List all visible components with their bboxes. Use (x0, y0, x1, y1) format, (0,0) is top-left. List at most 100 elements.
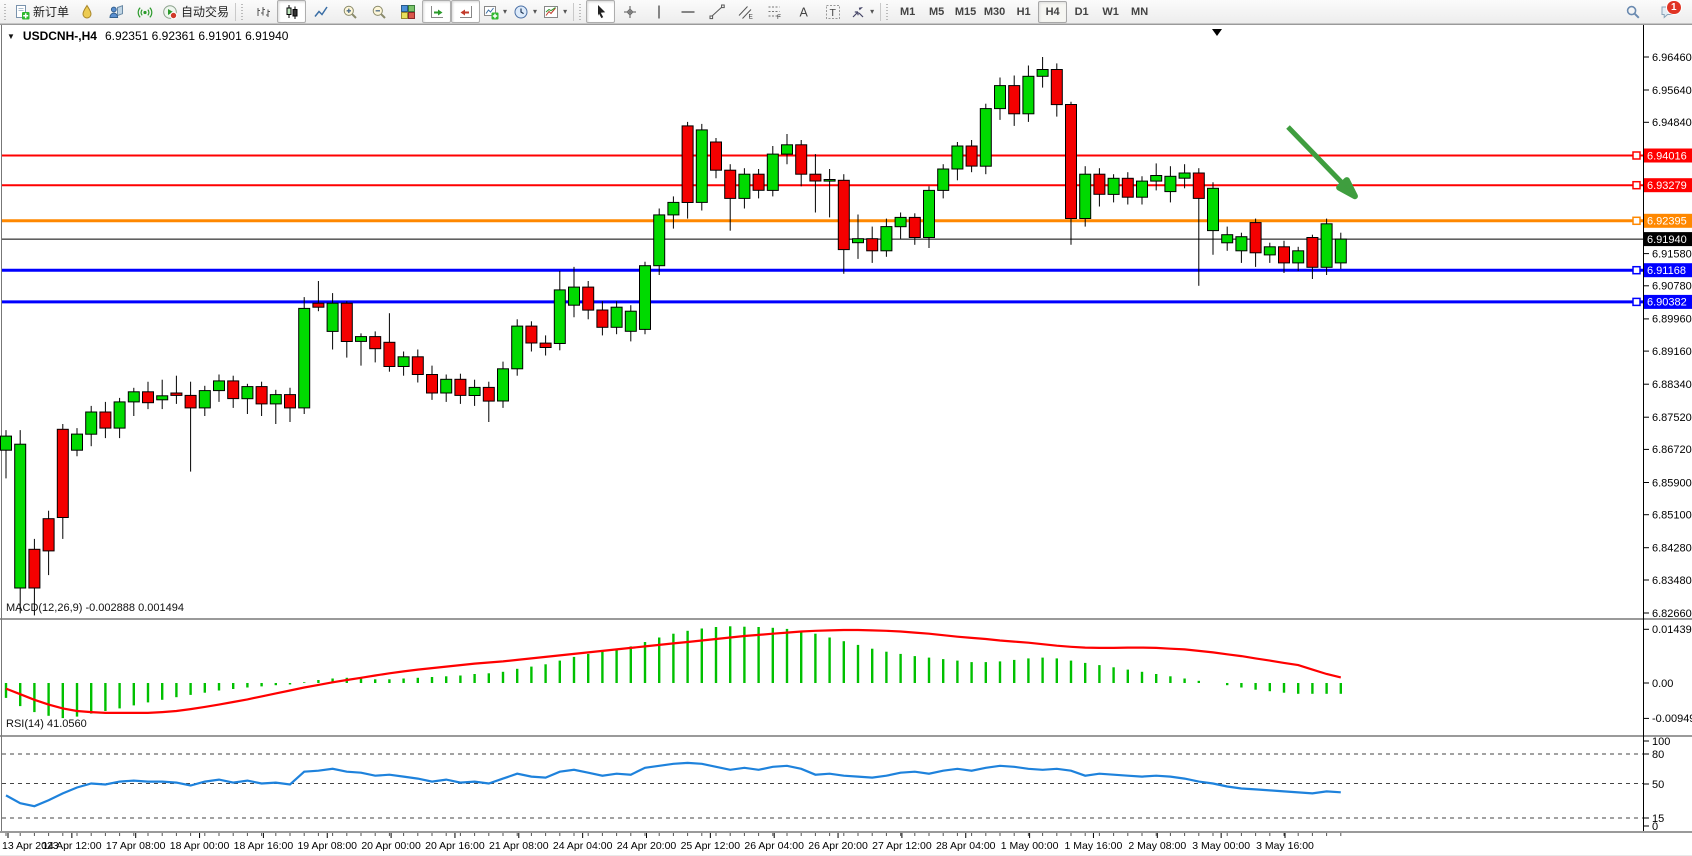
toolbar-grip (4, 3, 9, 20)
timeframe-M1-button[interactable]: M1 (893, 1, 922, 23)
fibonacci-button[interactable]: F (760, 0, 789, 23)
vertical-line-button[interactable] (644, 0, 673, 23)
chart-canvas[interactable]: 6.96460 6.95640 6.94840 6.91580 6.90780 6.899… (0, 25, 1692, 856)
equidistant-channel-button[interactable]: E (731, 0, 760, 23)
svg-text:1 May 00:00: 1 May 00:00 (1001, 840, 1059, 852)
trend-annotation-arrow[interactable] (1286, 125, 1358, 200)
dropdown-caret-icon[interactable]: ▾ (533, 7, 538, 16)
svg-text:6.91168: 6.91168 (1647, 265, 1686, 277)
dropdown-caret-icon[interactable]: ▾ (503, 7, 508, 16)
svg-text:26 Apr 04:00: 26 Apr 04:00 (744, 840, 804, 852)
bar-chart-button[interactable] (248, 0, 277, 23)
timeframe-M15-label: M15 (954, 5, 977, 18)
signal-icon (137, 4, 153, 20)
toolbar-timeframes: M1 M5 M15 M30 H1 H4 D1 W1 MN (893, 0, 1154, 23)
candlestick-chart-button[interactable] (277, 0, 307, 23)
crosshair-button[interactable] (615, 0, 644, 23)
cursor-icon (593, 4, 609, 20)
zoom-out-button[interactable] (364, 0, 393, 23)
templates-button[interactable]: ▾ (540, 0, 570, 23)
text-icon: A (796, 4, 812, 20)
chart-window[interactable]: 6.96460 6.95640 6.94840 6.91580 6.90780 6.899… (0, 24, 1692, 855)
text-button[interactable]: A (789, 0, 818, 23)
svg-text:3 May 16:00: 3 May 16:00 (1256, 840, 1314, 852)
rsi-line (5, 761, 1341, 808)
timeframe-M5-button[interactable]: M5 (922, 1, 951, 23)
toolbar-separator (235, 2, 237, 21)
new-order-button[interactable]: 新订单 (11, 0, 72, 23)
zoom-in-button[interactable] (335, 0, 364, 23)
notifications-button[interactable]: 1 (1653, 0, 1682, 23)
search-button[interactable] (1618, 0, 1647, 23)
timeframe-D1-button[interactable]: D1 (1067, 1, 1096, 23)
svg-text:6.89160: 6.89160 (1652, 346, 1692, 358)
chart-shift-button[interactable] (451, 0, 481, 23)
timeframe-MN-button[interactable]: MN (1125, 1, 1154, 23)
svg-text:6.89960: 6.89960 (1652, 314, 1692, 326)
toolbar-grip (886, 3, 892, 20)
svg-text:80: 80 (1652, 749, 1664, 761)
chart-symbol-period: USDCNH-,H4 (22, 29, 97, 43)
toolbar-chart-group: ▾ ▾ ▾ (248, 0, 570, 23)
tile-windows-button[interactable] (393, 0, 422, 23)
timeframe-H4-label: H4 (1045, 5, 1060, 18)
crosshair-icon (622, 4, 638, 20)
svg-text:6.85100: 6.85100 (1652, 510, 1692, 522)
indicators-button[interactable]: ▾ (480, 0, 510, 23)
clock-icon (513, 4, 529, 20)
svg-text:6.94016: 6.94016 (1647, 150, 1687, 162)
main-toolbar: 新订单 自动交易 ▾ ▾ ▾ E F A T ▾ M1 M5 M15 M30 H1 H4 D1 W1 MN 1 (0, 0, 1692, 24)
chat-icon: 1 (1660, 0, 1682, 20)
text-label-button[interactable]: T (818, 0, 847, 23)
cursor-button[interactable] (586, 0, 616, 23)
macd-signal-line (5, 628, 1342, 715)
svg-text:-0.009491: -0.009491 (1652, 713, 1692, 725)
line-chart-icon (313, 4, 329, 20)
trendline-button[interactable] (702, 0, 731, 23)
chevron-down-icon[interactable]: ▼ (7, 31, 15, 41)
pane-separators[interactable] (0, 25, 1692, 833)
svg-text:27 Apr 12:00: 27 Apr 12:00 (872, 840, 932, 852)
rsi-level-lines (2, 753, 1643, 819)
template-icon (543, 4, 559, 20)
auto-trading-label: 自动交易 (181, 5, 230, 19)
navigator-button[interactable] (101, 0, 130, 23)
timeframe-H4-button[interactable]: H4 (1038, 0, 1068, 23)
timeframe-M15-button[interactable]: M15 (951, 1, 980, 23)
dropdown-caret-icon[interactable]: ▾ (870, 7, 875, 16)
signals-button[interactable] (130, 0, 159, 23)
timeframe-M5-label: M5 (928, 5, 945, 18)
chart-shift-marker (1212, 29, 1222, 36)
arrows-icon (850, 4, 866, 20)
timeframe-M30-button[interactable]: M30 (980, 1, 1009, 23)
auto-trading-button[interactable]: 自动交易 (159, 0, 232, 23)
timeframe-W1-button[interactable]: W1 (1096, 1, 1125, 23)
timeframe-H1-button[interactable]: H1 (1009, 1, 1038, 23)
rsi-indicator-label: RSI(14) 41.0560 (6, 718, 87, 730)
market-watch-button[interactable] (72, 0, 101, 23)
svg-text:6.94840: 6.94840 (1652, 117, 1692, 129)
zoom-in-icon (342, 4, 358, 20)
svg-text:6.87520: 6.87520 (1652, 412, 1692, 424)
label-icon: T (825, 4, 841, 20)
price-axis[interactable]: 6.96460 6.95640 6.94840 6.91580 6.90780 6.899… (1643, 52, 1692, 833)
svg-text:6.88340: 6.88340 (1652, 379, 1692, 391)
candles-layer[interactable] (0, 57, 1347, 616)
dropdown-caret-icon[interactable]: ▾ (563, 7, 568, 16)
fibonacci-icon: F (767, 4, 783, 21)
svg-text:6.90780: 6.90780 (1652, 281, 1692, 293)
auto-scroll-button[interactable] (422, 0, 452, 23)
timeframe-M30-label: M30 (983, 5, 1006, 18)
timeframe-H1-label: H1 (1016, 5, 1031, 18)
svg-text:20 Apr 16:00: 20 Apr 16:00 (425, 840, 485, 852)
svg-text:17 Apr 08:00: 17 Apr 08:00 (106, 840, 166, 852)
arrows-button[interactable]: ▾ (847, 0, 877, 23)
svg-text:T: T (829, 7, 836, 19)
horizontal-price-lines[interactable] (2, 151, 1643, 307)
svg-text:6.90382: 6.90382 (1647, 297, 1687, 309)
horizontal-line-button[interactable] (673, 0, 702, 23)
periods-button[interactable]: ▾ (510, 0, 540, 23)
line-chart-button[interactable] (306, 0, 335, 23)
chart-title: ▼ USDCNH-,H4 6.92351 6.92361 6.91901 6.9… (7, 29, 288, 43)
